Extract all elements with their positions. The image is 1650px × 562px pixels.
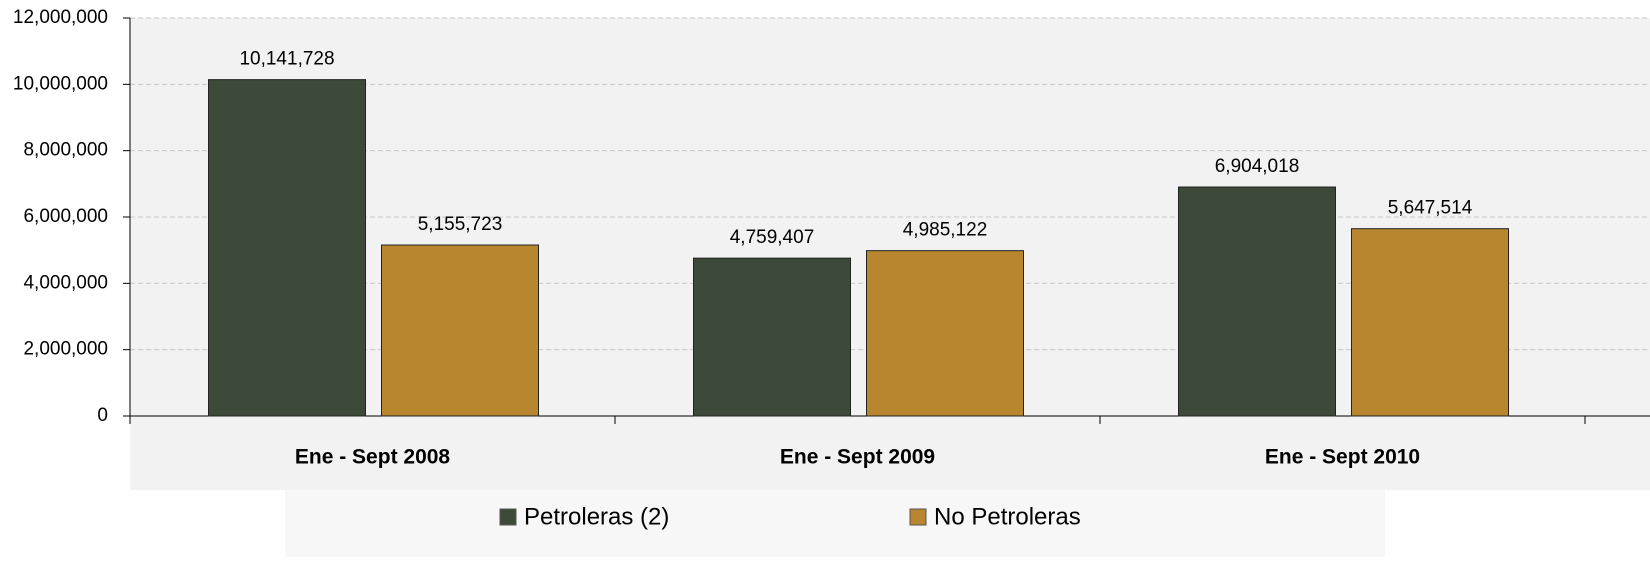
x-tick-label: Ene - Sept 2009 bbox=[780, 446, 935, 469]
y-tick-label: 0 bbox=[97, 405, 108, 426]
y-tick-label: 8,000,000 bbox=[23, 140, 108, 161]
bar bbox=[693, 257, 851, 417]
data-label: 10,141,728 bbox=[239, 49, 334, 70]
y-tick-label: 2,000,000 bbox=[23, 339, 108, 360]
legend-swatch bbox=[909, 508, 927, 526]
y-tick-label: 10,000,000 bbox=[13, 73, 108, 94]
x-tick-label: Ene - Sept 2010 bbox=[1265, 446, 1420, 469]
bar bbox=[208, 79, 366, 417]
x-tick-label: Ene - Sept 2008 bbox=[295, 446, 451, 469]
legend-background bbox=[285, 490, 1385, 557]
bar bbox=[1351, 228, 1509, 417]
bar bbox=[866, 250, 1024, 417]
data-label: 5,647,514 bbox=[1388, 198, 1473, 219]
data-label: 4,759,407 bbox=[730, 227, 815, 248]
bar bbox=[381, 244, 539, 417]
data-label: 6,904,018 bbox=[1215, 156, 1300, 177]
y-tick-label: 6,000,000 bbox=[23, 206, 108, 227]
legend-swatch bbox=[499, 508, 517, 526]
bar bbox=[1178, 186, 1336, 417]
legend-label: Petroleras (2) bbox=[524, 503, 669, 530]
data-label: 5,155,723 bbox=[418, 214, 503, 235]
y-tick-label: 12,000,000 bbox=[13, 7, 108, 28]
legend-label: No Petroleras bbox=[934, 503, 1081, 530]
y-tick-label: 4,000,000 bbox=[23, 272, 108, 293]
data-label: 4,985,122 bbox=[903, 220, 988, 241]
